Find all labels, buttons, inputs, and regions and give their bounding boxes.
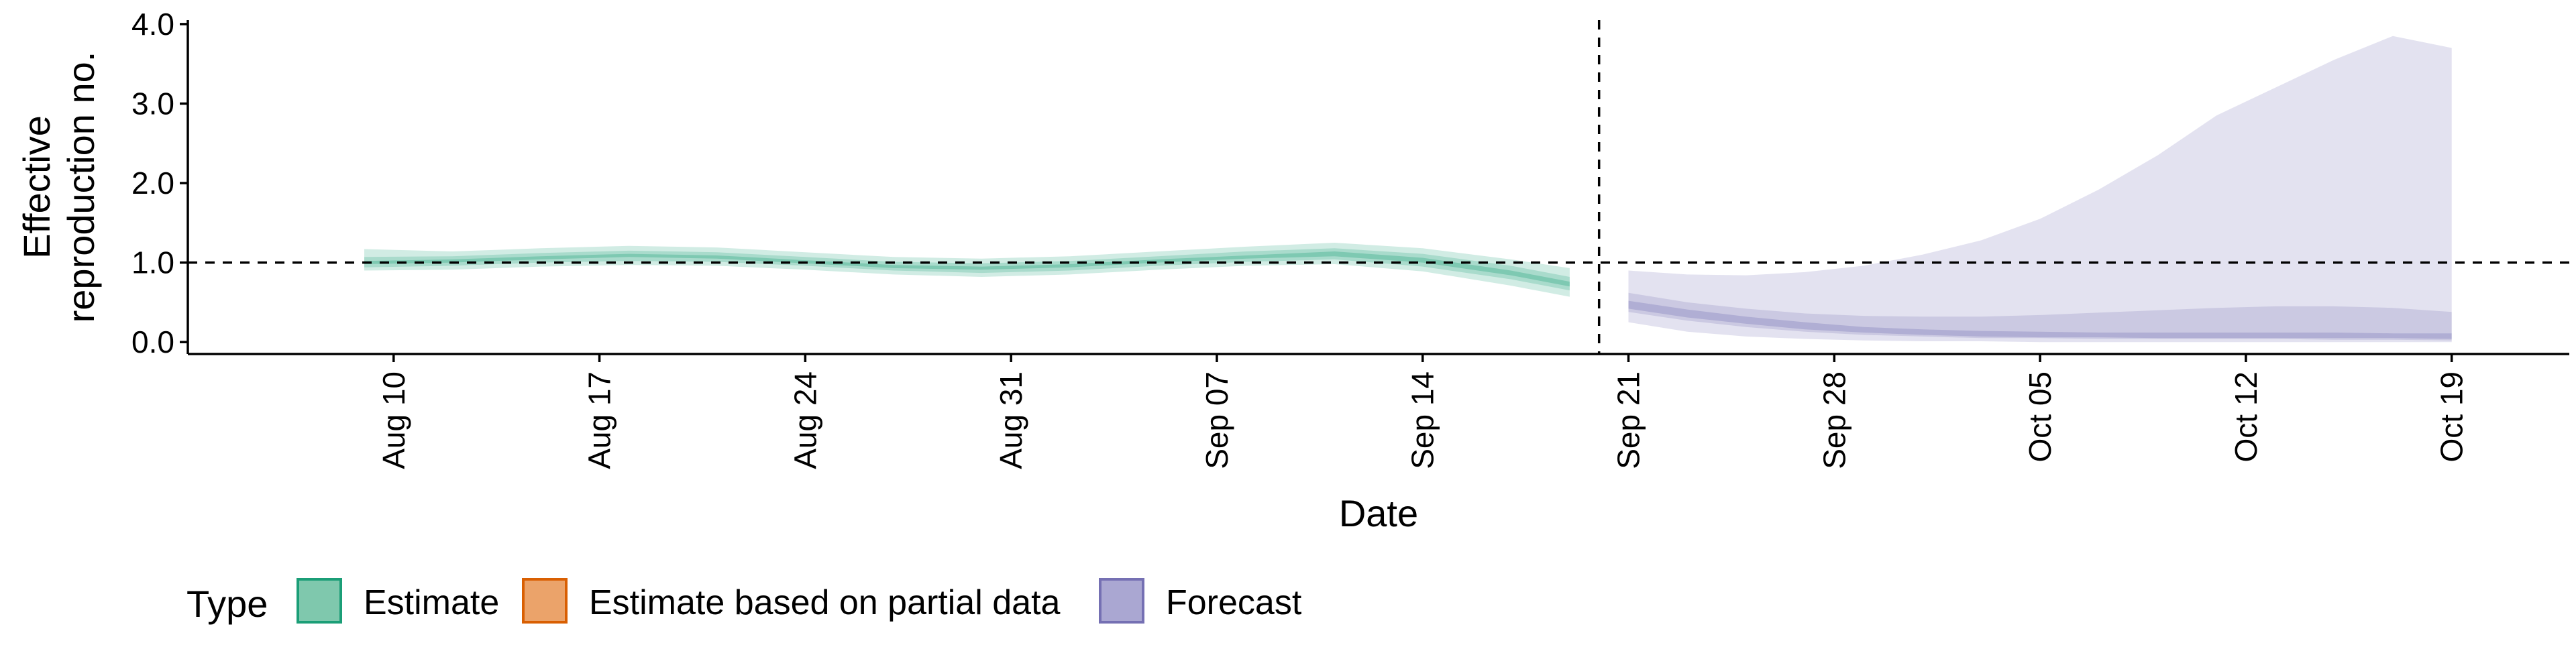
x-tick-label: Aug 31 <box>994 371 1028 469</box>
forecast-inner-band <box>1628 300 2452 339</box>
x-tick-label: Oct 19 <box>2434 371 2469 463</box>
x-tick-label: Sep 07 <box>1199 371 1234 469</box>
x-tick-label: Aug 17 <box>582 371 617 469</box>
y-axis-title-line-2: reproduction no. <box>60 52 102 323</box>
estimate-mid-band <box>364 248 1570 291</box>
x-tick-label: Oct 05 <box>2023 371 2057 463</box>
legend-label: Forecast <box>1166 583 1302 622</box>
y-ticks: 0.0 1.0 2.0 3.0 4.0 <box>131 7 188 359</box>
y-axis-title-line-1: Effective <box>15 115 58 259</box>
estimate-outer-band <box>364 243 1570 297</box>
legend-title: Type <box>186 583 268 625</box>
x-tick-label: Oct 12 <box>2229 371 2263 463</box>
x-tick-label: Sep 14 <box>1405 371 1440 469</box>
x-tick-label: Sep 28 <box>1817 371 1851 469</box>
legend: Type Estimate Estimate based on partial d… <box>186 578 1302 625</box>
x-tick-label: Aug 24 <box>788 371 822 469</box>
y-tick-label: 0.0 <box>131 325 174 359</box>
legend-key-estimate <box>297 578 342 624</box>
forecast-mid-band <box>1628 292 2452 341</box>
x-ticks: Aug 10 Aug 17 Aug 24 Aug 31 Sep 07 Sep 14 Sep … <box>376 354 2469 469</box>
estimate-inner-band <box>364 251 1570 287</box>
reference-lines <box>188 20 2569 354</box>
legend-label: Estimate <box>364 583 499 622</box>
y-tick-label: 3.0 <box>131 86 174 121</box>
x-axis-title: Date <box>1339 492 1418 534</box>
x-tick-label: Aug 10 <box>376 371 411 469</box>
legend-label: Estimate based on partial data <box>589 583 1061 622</box>
bands-layer <box>364 36 2452 343</box>
axes <box>186 20 2569 355</box>
y-tick-label: 1.0 <box>131 245 174 280</box>
forecast-outer-band <box>1628 36 2452 343</box>
axis-titles: Date Effective reproduction no. <box>15 52 1418 534</box>
legend-key-forecast <box>1099 578 1144 624</box>
legend-key-estimate-based-on-partial-data <box>522 578 568 624</box>
x-tick-label: Sep 21 <box>1611 371 1646 469</box>
y-tick-label: 2.0 <box>131 166 174 200</box>
y-tick-label: 4.0 <box>131 7 174 42</box>
y-axis-title: Effective reproduction no. <box>15 52 102 323</box>
